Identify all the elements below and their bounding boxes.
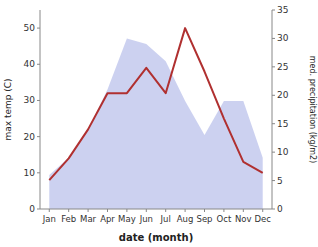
x-tick bbox=[68, 209, 69, 212]
y-tick bbox=[37, 136, 40, 137]
x-tick-label: Aug bbox=[177, 214, 194, 224]
x-tick-label: Jun bbox=[139, 214, 153, 224]
y2-tick bbox=[272, 180, 275, 181]
x-tick-label: Jan bbox=[42, 214, 56, 224]
y-tick-label: 30 bbox=[24, 95, 36, 105]
x-tick-label: Nov bbox=[235, 214, 252, 224]
x-tick bbox=[107, 209, 108, 212]
x-tick-label: May bbox=[118, 214, 136, 224]
y2-tick bbox=[272, 95, 275, 96]
y2-tick-label: 20 bbox=[277, 90, 289, 100]
y-tick bbox=[37, 64, 40, 65]
x-tick-label: Sep bbox=[196, 214, 212, 224]
x-axis-line bbox=[40, 209, 272, 210]
y2-tick-label: 30 bbox=[277, 33, 289, 43]
x-tick bbox=[126, 209, 127, 212]
y2-tick-label: 35 bbox=[277, 5, 288, 15]
y-tick bbox=[37, 28, 40, 29]
x-tick bbox=[185, 209, 186, 212]
y2-tick-label: 5 bbox=[277, 176, 283, 186]
y2-axis-title: med. precipitation (kg/m2) bbox=[308, 56, 317, 163]
y2-tick-label: 10 bbox=[277, 147, 289, 157]
y2-tick bbox=[272, 152, 275, 153]
plot-area bbox=[49, 28, 262, 209]
y2-tick bbox=[272, 38, 275, 39]
temp-line bbox=[49, 28, 262, 180]
y-tick bbox=[37, 209, 40, 210]
y-tick-label: 50 bbox=[24, 23, 36, 33]
y2-tick bbox=[272, 10, 275, 11]
x-tick bbox=[49, 209, 50, 212]
y-tick-label: 0 bbox=[29, 204, 35, 214]
x-tick bbox=[88, 209, 89, 212]
x-tick-label: Apr bbox=[100, 214, 115, 224]
x-tick-label: Jul bbox=[160, 214, 171, 224]
x-tick bbox=[223, 209, 224, 212]
y2-tick-label: 0 bbox=[277, 204, 283, 214]
y-tick bbox=[37, 100, 40, 101]
x-tick-label: Mar bbox=[80, 214, 97, 224]
y-tick-label: 20 bbox=[24, 132, 36, 142]
x-tick bbox=[146, 209, 147, 212]
x-tick-label: Feb bbox=[61, 214, 76, 224]
x-axis-title: date (month) bbox=[119, 232, 193, 243]
y-axis-title: max temp (C) bbox=[3, 78, 13, 140]
y-tick-label: 10 bbox=[24, 168, 36, 178]
precip-area bbox=[49, 38, 262, 209]
y-tick bbox=[37, 172, 40, 173]
x-tick bbox=[243, 209, 244, 212]
x-tick bbox=[165, 209, 166, 212]
y-tick-label: 40 bbox=[24, 59, 36, 69]
y2-axis-line bbox=[272, 10, 273, 209]
y2-tick-label: 25 bbox=[277, 62, 288, 72]
chart: 0 10 20 30 40 50 0 5 10 15 20 25 30 35 Jan Feb MarAprMay… bbox=[0, 0, 318, 247]
x-tick bbox=[204, 209, 205, 212]
x-tick-label: Dec bbox=[254, 214, 271, 224]
x-tick-label: Oct bbox=[217, 214, 232, 224]
y2-tick bbox=[272, 209, 275, 210]
y2-tick bbox=[272, 66, 275, 67]
x-tick bbox=[262, 209, 263, 212]
y-axis-line bbox=[40, 10, 41, 209]
y2-tick-label: 15 bbox=[277, 119, 288, 129]
y2-tick bbox=[272, 123, 275, 124]
